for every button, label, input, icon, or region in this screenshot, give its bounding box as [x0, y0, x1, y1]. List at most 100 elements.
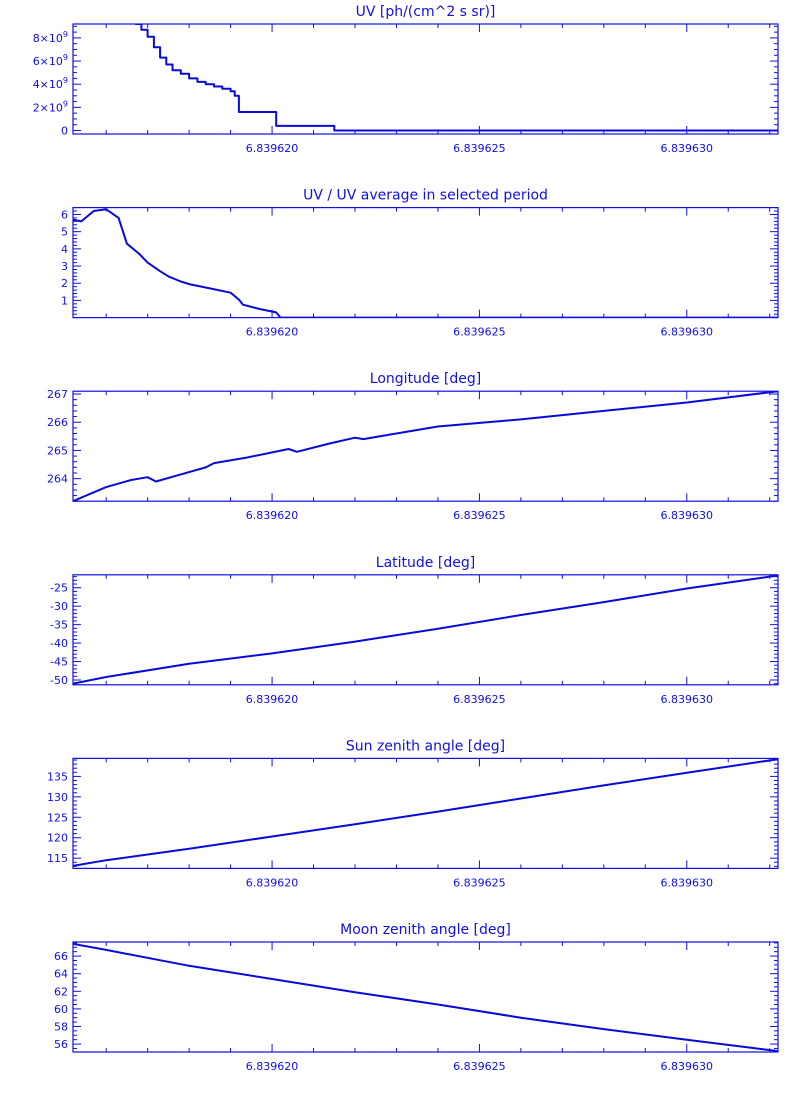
- y-tick-label-exponent: 9: [63, 76, 68, 85]
- y-tick-label: 0: [61, 125, 68, 138]
- x-tick-label: 6.839620: [246, 509, 299, 522]
- y-tick-label-base: 125: [47, 811, 68, 824]
- y-tick-label-base: -50: [50, 674, 68, 687]
- y-tick-label: 8×109: [33, 30, 68, 45]
- y-tick-label-base: 0: [61, 125, 68, 138]
- y-tick-label-base: -45: [50, 656, 68, 669]
- y-tick-label: 1: [61, 294, 68, 307]
- y-tick-label: -25: [50, 582, 68, 595]
- x-tick-label: 6.839630: [661, 509, 714, 522]
- y-tick-label: -50: [50, 674, 68, 687]
- data-series-line: [73, 758, 778, 867]
- y-tick-label-base: 56: [54, 1038, 68, 1051]
- y-tick-label-exponent: 9: [63, 99, 68, 108]
- x-tick-label: 6.839620: [246, 326, 299, 339]
- x-tick-label: 6.839630: [661, 142, 714, 155]
- x-tick-label: 6.839625: [453, 1060, 506, 1073]
- y-tick-label: 266: [47, 416, 68, 429]
- data-series-line: [73, 942, 778, 1052]
- y-tick-label-base: 265: [47, 444, 68, 457]
- y-tick-label-base: 266: [47, 416, 68, 429]
- y-tick-label-base: 3: [61, 260, 68, 273]
- y-tick-label: 62: [54, 985, 68, 998]
- chart-panel-6: Moon zenith angle [deg] 6.839620 6.839625 6…: [54, 922, 779, 1073]
- chart-title: UV / UV average in selected period: [303, 188, 548, 204]
- y-tick-label-base: 66: [54, 950, 68, 963]
- chart-title: UV [ph/(cm^2 s sr)]: [356, 4, 496, 20]
- chart-title: Longitude [deg]: [370, 371, 481, 387]
- y-tick-label: 5: [61, 226, 68, 239]
- plot-frame: [72, 207, 779, 319]
- y-tick-label-base: 4: [61, 243, 68, 256]
- y-tick-label-base: 135: [47, 770, 68, 783]
- y-tick-label-base: 130: [47, 791, 68, 804]
- y-tick-label-base: 267: [47, 388, 68, 401]
- plot-frame: [72, 574, 779, 686]
- y-tick-label-base: 2: [61, 277, 68, 290]
- y-tick-label: -30: [50, 600, 68, 613]
- y-tick-label: 120: [47, 832, 68, 845]
- y-tick-label-base: 6×10: [33, 55, 63, 68]
- y-tick-label: -45: [50, 656, 68, 669]
- y-tick-label: 267: [47, 388, 68, 401]
- y-tick-label: 64: [54, 968, 68, 981]
- x-tick-label: 6.839625: [453, 876, 506, 889]
- y-tick-label: 66: [54, 950, 68, 963]
- y-tick-label: 58: [54, 1020, 68, 1033]
- x-tick-label: 6.839625: [453, 509, 506, 522]
- y-tick-label: 2: [61, 277, 68, 290]
- y-tick-label-base: 264: [47, 473, 68, 486]
- plot-frame: [72, 390, 779, 502]
- x-tick-label: 6.839625: [453, 326, 506, 339]
- x-tick-label: 6.839625: [453, 693, 506, 706]
- chart-panel-4: Latitude [deg] 6.839620 6.839625 6.839630 -5…: [50, 555, 779, 706]
- y-tick-label: 60: [54, 1003, 68, 1016]
- y-tick-label: 3: [61, 260, 68, 273]
- x-tick-label: 6.839620: [246, 876, 299, 889]
- x-tick-label: 6.839620: [246, 693, 299, 706]
- y-tick-label-exponent: 9: [63, 53, 68, 62]
- y-tick-label: 115: [47, 852, 68, 865]
- y-tick-label-base: 64: [54, 968, 68, 981]
- y-tick-label-base: 2×10: [33, 101, 63, 114]
- data-series-line: [73, 391, 778, 502]
- y-tick-label: 6: [61, 208, 68, 221]
- data-series-line: [73, 574, 778, 685]
- chart-panel-5: Sun zenith angle [deg] 6.839620 6.839625 6.…: [47, 738, 779, 889]
- y-tick-label: 4×109: [33, 76, 68, 91]
- y-tick-label: 130: [47, 791, 68, 804]
- y-tick-label: 4: [61, 243, 68, 256]
- x-tick-label: 6.839630: [661, 1060, 714, 1073]
- y-tick-label: -35: [50, 619, 68, 632]
- y-tick-label: 6×109: [33, 53, 68, 68]
- y-tick-label: 265: [47, 444, 68, 457]
- chart-panel-1: UV [ph/(cm^2 s sr)] 6.839620 6.839625 6.839…: [33, 4, 779, 155]
- y-tick-label: 135: [47, 770, 68, 783]
- chart-title: Latitude [deg]: [376, 555, 475, 571]
- chart-panel-2: UV / UV average in selected period 6.8396…: [61, 188, 779, 339]
- x-tick-label: 6.839620: [246, 1060, 299, 1073]
- y-tick-label-base: -35: [50, 619, 68, 632]
- x-tick-label: 6.839625: [453, 142, 506, 155]
- y-tick-label-base: 5: [61, 226, 68, 239]
- y-tick-label: 56: [54, 1038, 68, 1051]
- y-tick-label-base: -25: [50, 582, 68, 595]
- data-series-line: [73, 208, 778, 318]
- chart-panel-3: Longitude [deg] 6.839620 6.839625 6.839630 2…: [47, 371, 779, 522]
- plot-frame: [72, 941, 779, 1053]
- chart-title: Sun zenith angle [deg]: [346, 738, 505, 754]
- y-tick-label: 125: [47, 811, 68, 824]
- data-series-line: [135, 24, 778, 132]
- x-tick-label: 6.839630: [661, 876, 714, 889]
- y-tick-label-base: 60: [54, 1003, 68, 1016]
- y-tick-label: -40: [50, 637, 68, 650]
- y-tick-label-base: 120: [47, 832, 68, 845]
- y-tick-label-base: 6: [61, 208, 68, 221]
- y-tick-label-base: -30: [50, 600, 68, 613]
- y-tick-label-base: 1: [61, 294, 68, 307]
- y-tick-label: 2×109: [33, 99, 68, 114]
- y-tick-label-base: -40: [50, 637, 68, 650]
- y-tick-label-base: 8×10: [33, 32, 63, 45]
- y-tick-label: 264: [47, 473, 68, 486]
